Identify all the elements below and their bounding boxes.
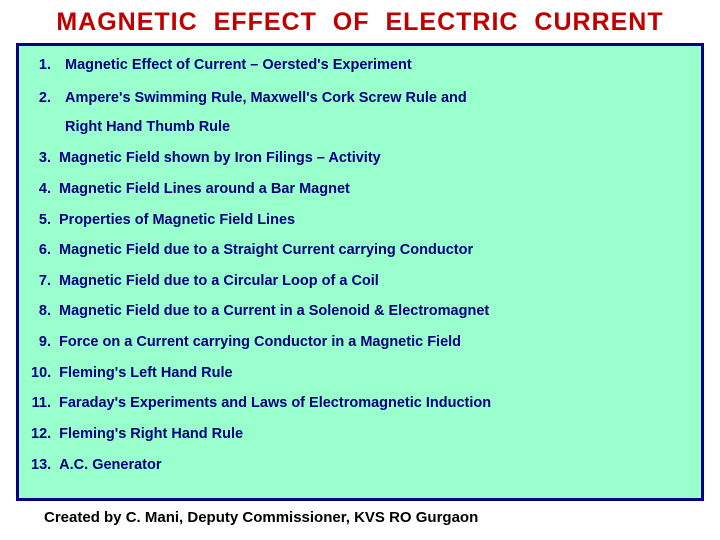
list-item: 10. Fleming's Left Hand Rule — [31, 364, 689, 382]
item-text: Fleming's Right Hand Rule — [55, 425, 243, 443]
list-item: 12. Fleming's Right Hand Rule — [31, 425, 689, 443]
item-continuation: Right Hand Thumb Rule — [65, 119, 689, 135]
item-text: Magnetic Field due to a Current in a Sol… — [55, 302, 489, 320]
slide: MAGNETIC EFFECT OF ELECTRIC CURRENT 1. M… — [0, 0, 720, 540]
list-item: 3. Magnetic Field shown by Iron Filings … — [31, 149, 689, 167]
item-number: 4. — [31, 180, 55, 198]
list-item: 4. Magnetic Field Lines around a Bar Mag… — [31, 180, 689, 198]
item-number: 12. — [31, 425, 55, 443]
item-text: Magnetic Effect of Current – Oersted's E… — [55, 56, 412, 74]
item-number: 8. — [31, 302, 55, 320]
item-text: A.C. Generator — [55, 456, 161, 474]
item-text: Properties of Magnetic Field Lines — [55, 211, 295, 229]
item-number: 13. — [31, 456, 55, 474]
item-number: 2. — [31, 89, 55, 107]
list-item: 6. Magnetic Field due to a Straight Curr… — [31, 241, 689, 259]
list-item: 5. Properties of Magnetic Field Lines — [31, 211, 689, 229]
list-item: 8. Magnetic Field due to a Current in a … — [31, 302, 689, 320]
item-text: Magnetic Field due to a Straight Current… — [55, 241, 473, 259]
item-text: Magnetic Field due to a Circular Loop of… — [55, 272, 379, 290]
list-item: 9. Force on a Current carrying Conductor… — [31, 333, 689, 351]
list-item: 1. Magnetic Effect of Current – Oersted'… — [31, 56, 689, 74]
item-text: Fleming's Left Hand Rule — [55, 364, 232, 382]
item-number: 3. — [31, 149, 55, 167]
list-item: 11. Faraday's Experiments and Laws of El… — [31, 394, 689, 412]
item-number: 1. — [31, 56, 55, 74]
item-number: 5. — [31, 211, 55, 229]
slide-title: MAGNETIC EFFECT OF ELECTRIC CURRENT — [16, 8, 704, 37]
item-number: 9. — [31, 333, 55, 351]
footer-credit: Created by C. Mani, Deputy Commissioner,… — [44, 509, 704, 526]
content-box: 1. Magnetic Effect of Current – Oersted'… — [16, 43, 704, 501]
list-item: 7. Magnetic Field due to a Circular Loop… — [31, 272, 689, 290]
item-number: 7. — [31, 272, 55, 290]
item-text: Magnetic Field Lines around a Bar Magnet — [55, 180, 350, 198]
item-number: 10. — [31, 364, 55, 382]
item-text: Force on a Current carrying Conductor in… — [55, 333, 461, 351]
item-text: Faraday's Experiments and Laws of Electr… — [55, 394, 491, 412]
item-text: Magnetic Field shown by Iron Filings – A… — [55, 149, 381, 167]
item-number: 11. — [31, 394, 55, 412]
item-text: Ampere's Swimming Rule, Maxwell's Cork S… — [55, 89, 467, 107]
list-item: 2. Ampere's Swimming Rule, Maxwell's Cor… — [31, 89, 689, 107]
list-item: 13. A.C. Generator — [31, 456, 689, 474]
item-number: 6. — [31, 241, 55, 259]
